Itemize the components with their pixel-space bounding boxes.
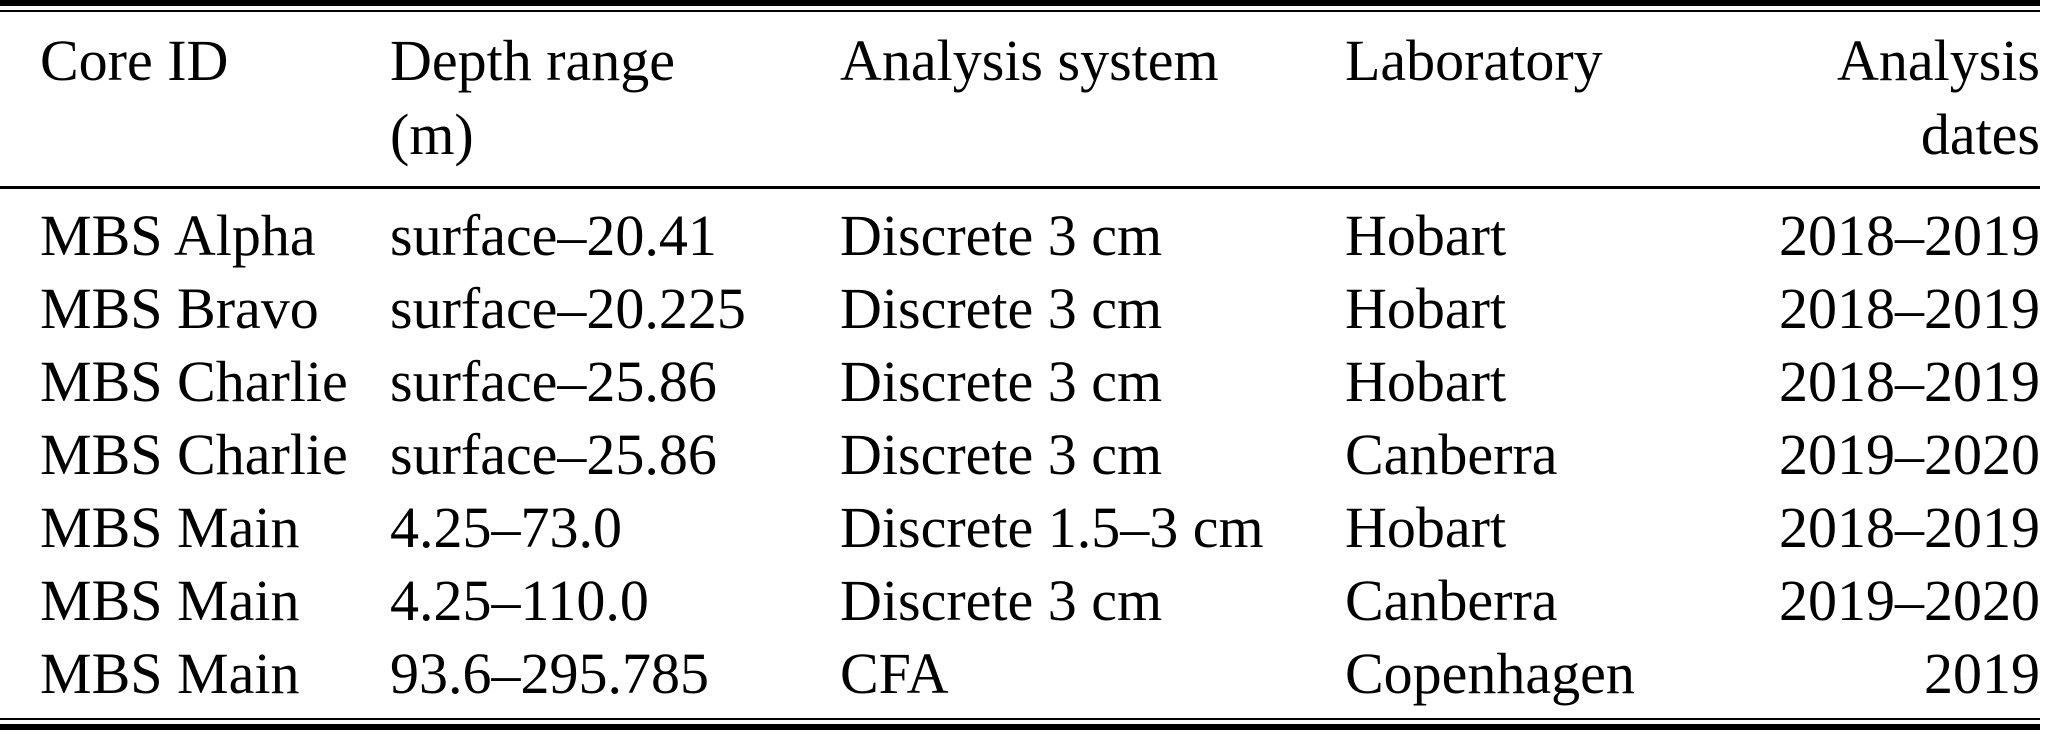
- top-rule-thin: [0, 10, 2040, 12]
- table-header: Core ID Depth range (m) Analysis system …: [0, 12, 2040, 189]
- header-analysis-dates: Analysis dates: [1722, 12, 2040, 189]
- header-depth-range-line2: (m): [390, 102, 474, 167]
- cell-depth-range: surface–25.86: [390, 422, 717, 487]
- header-depth-range-line1: Depth range: [390, 28, 676, 93]
- cell-depth-range: surface–25.86: [390, 349, 717, 414]
- table-body: MBS Alpha surface–20.41 Discrete 3 cm Ho…: [0, 188, 2040, 719]
- cell-analysis-dates: 2018–2019: [1779, 495, 2040, 560]
- cell-depth-range: 93.6–295.785: [390, 641, 709, 706]
- cell-analysis-system: Discrete 3 cm: [840, 276, 1163, 341]
- cell-analysis-system: Discrete 3 cm: [840, 422, 1163, 487]
- top-rule-thick: [0, 0, 2040, 6]
- cell-analysis-system: Discrete 3 cm: [840, 349, 1163, 414]
- cell-core-id: MBS Main: [40, 568, 300, 633]
- cell-depth-range: 4.25–73.0: [390, 495, 622, 560]
- header-analysis-system: Analysis system: [840, 12, 1345, 189]
- cell-depth-range: surface–20.41: [390, 203, 717, 268]
- cell-analysis-dates: 2019: [1924, 641, 2040, 706]
- header-analysis-system-line1: Analysis system: [840, 28, 1219, 93]
- cell-core-id: MBS Alpha: [40, 203, 316, 268]
- cell-analysis-system: Discrete 3 cm: [840, 568, 1163, 633]
- header-analysis-dates-line2: dates: [1920, 102, 2040, 167]
- bottom-rule-thick: [0, 724, 2040, 730]
- cell-analysis-dates: 2019–2020: [1779, 422, 2040, 487]
- cell-laboratory: Hobart: [1345, 495, 1507, 560]
- cell-core-id: MBS Main: [40, 495, 300, 560]
- table-row: MBS Charlie surface–25.86 Discrete 3 cm …: [0, 418, 2040, 491]
- table-row: MBS Bravo surface–20.225 Discrete 3 cm H…: [0, 272, 2040, 345]
- table-row: MBS Main 4.25–73.0 Discrete 1.5–3 cm Hob…: [0, 491, 2040, 564]
- cell-analysis-system: Discrete 3 cm: [840, 203, 1163, 268]
- cell-analysis-dates: 2018–2019: [1779, 349, 2040, 414]
- header-core-id-line1: Core ID: [40, 28, 229, 93]
- cell-laboratory: Copenhagen: [1345, 641, 1635, 706]
- table-row: MBS Main 4.25–110.0 Discrete 3 cm Canber…: [0, 564, 2040, 637]
- cell-laboratory: Canberra: [1345, 422, 1558, 487]
- bottom-rule-thin: [0, 718, 2040, 720]
- cell-analysis-dates: 2019–2020: [1779, 568, 2040, 633]
- table-row: MBS Charlie surface–25.86 Discrete 3 cm …: [0, 345, 2040, 418]
- header-laboratory-line1: Laboratory: [1345, 28, 1603, 93]
- table-row: MBS Alpha surface–20.41 Discrete 3 cm Ho…: [0, 188, 2040, 273]
- header-core-id: Core ID: [0, 12, 390, 189]
- table-row: MBS Main 93.6–295.785 CFA Copenhagen 201…: [0, 637, 2040, 718]
- cell-analysis-system: Discrete 1.5–3 cm: [840, 495, 1264, 560]
- cell-core-id: MBS Charlie: [40, 349, 348, 414]
- cell-laboratory: Hobart: [1345, 276, 1507, 341]
- cell-core-id: MBS Charlie: [40, 422, 348, 487]
- header-laboratory: Laboratory: [1345, 12, 1722, 189]
- core-analysis-table: Core ID Depth range (m) Analysis system …: [0, 12, 2040, 718]
- cell-laboratory: Hobart: [1345, 203, 1507, 268]
- cell-depth-range: 4.25–110.0: [390, 568, 649, 633]
- cell-analysis-dates: 2018–2019: [1779, 276, 2040, 341]
- header-analysis-dates-line1: Analysis: [1837, 28, 2040, 93]
- cell-core-id: MBS Bravo: [40, 276, 319, 341]
- cell-analysis-system: CFA: [840, 641, 949, 706]
- header-depth-range: Depth range (m): [390, 12, 840, 189]
- cell-laboratory: Hobart: [1345, 349, 1507, 414]
- cell-core-id: MBS Main: [40, 641, 300, 706]
- header-row: Core ID Depth range (m) Analysis system …: [0, 12, 2040, 189]
- cell-laboratory: Canberra: [1345, 568, 1558, 633]
- cell-depth-range: surface–20.225: [390, 276, 746, 341]
- cell-analysis-dates: 2018–2019: [1779, 203, 2040, 268]
